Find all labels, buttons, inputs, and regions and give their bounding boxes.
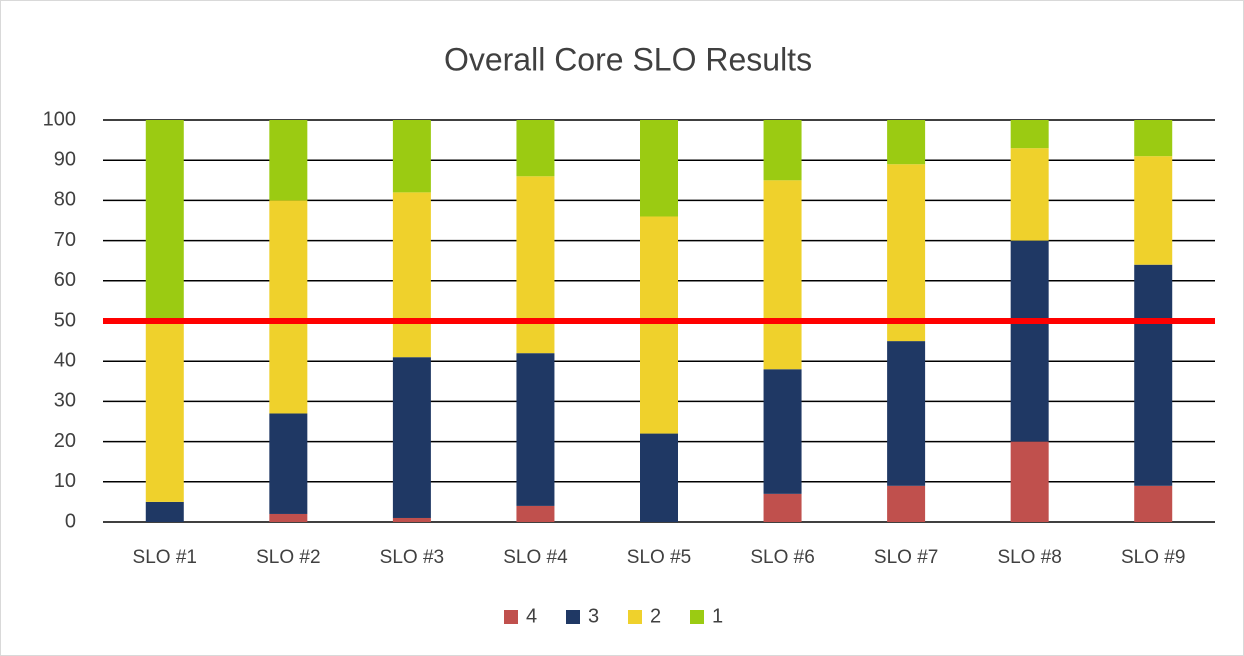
y-tick-label: 80 bbox=[54, 189, 76, 211]
bar-segment bbox=[1134, 264, 1173, 486]
y-tick-label: 30 bbox=[54, 390, 76, 412]
x-tick-label: SLO #7 bbox=[874, 547, 938, 568]
x-tick-label: SLO #3 bbox=[380, 547, 444, 568]
y-tick-label: 90 bbox=[54, 148, 76, 170]
bar-segment bbox=[1134, 120, 1173, 157]
bar-segment bbox=[145, 501, 184, 522]
x-tick-label: SLO #1 bbox=[133, 547, 197, 568]
x-tick-label: SLO #6 bbox=[750, 547, 814, 568]
y-tick-label: 50 bbox=[54, 309, 76, 331]
legend-label: 1 bbox=[712, 605, 723, 627]
bar-segment bbox=[1010, 120, 1049, 149]
x-tick-label: SLO #2 bbox=[256, 547, 320, 568]
legend-swatch bbox=[566, 610, 580, 624]
y-tick-label: 40 bbox=[54, 349, 76, 371]
legend-label: 4 bbox=[526, 605, 537, 627]
bar-segment bbox=[1134, 485, 1173, 522]
bar-segment bbox=[887, 120, 926, 165]
bar-segment bbox=[763, 120, 802, 181]
legend-label: 2 bbox=[650, 605, 661, 627]
bar-segment bbox=[887, 341, 926, 486]
y-tick-label: 70 bbox=[54, 229, 76, 251]
bar-segment bbox=[269, 120, 308, 201]
bar-segment bbox=[516, 353, 555, 506]
x-tick-label: SLO #9 bbox=[1121, 547, 1185, 568]
bar-segment bbox=[392, 517, 431, 522]
bar-segment bbox=[516, 176, 555, 354]
bar-segment bbox=[887, 485, 926, 522]
bar-segment bbox=[1010, 441, 1049, 522]
bar-segment bbox=[640, 216, 678, 434]
legend-swatch bbox=[504, 610, 518, 624]
bar-segment bbox=[269, 513, 308, 522]
bar-segment bbox=[1134, 156, 1173, 265]
chart-title: Overall Core SLO Results bbox=[444, 41, 812, 77]
x-tick-label: SLO #8 bbox=[997, 547, 1061, 568]
x-tick-label: SLO #4 bbox=[503, 547, 568, 568]
y-tick-label: 0 bbox=[65, 510, 76, 532]
legend-swatch bbox=[628, 610, 642, 624]
y-tick-label: 100 bbox=[43, 108, 76, 130]
bar-segment bbox=[1010, 148, 1049, 241]
bar-segment bbox=[516, 505, 555, 522]
bar-segment bbox=[392, 192, 431, 358]
bar-segment bbox=[763, 180, 802, 370]
bar-segment bbox=[763, 369, 802, 494]
x-tick-label: SLO #5 bbox=[627, 547, 691, 568]
y-tick-label: 20 bbox=[54, 430, 76, 452]
bar-segment bbox=[516, 120, 555, 177]
bar-segment bbox=[763, 493, 802, 522]
bar-segment bbox=[269, 200, 308, 414]
bar-segment bbox=[1010, 240, 1049, 442]
legend-label: 3 bbox=[588, 605, 599, 627]
bar-segment bbox=[640, 433, 678, 522]
bar-segment bbox=[640, 120, 678, 217]
bar-segment bbox=[392, 120, 431, 193]
bar-segment bbox=[145, 120, 184, 321]
bar-segment bbox=[392, 357, 431, 518]
y-tick-label: 60 bbox=[54, 269, 76, 291]
legend-swatch bbox=[690, 610, 704, 624]
y-tick-label: 10 bbox=[54, 470, 76, 492]
bar-segment bbox=[269, 413, 308, 514]
bar-segment bbox=[887, 164, 926, 342]
bar-segment bbox=[145, 321, 184, 502]
